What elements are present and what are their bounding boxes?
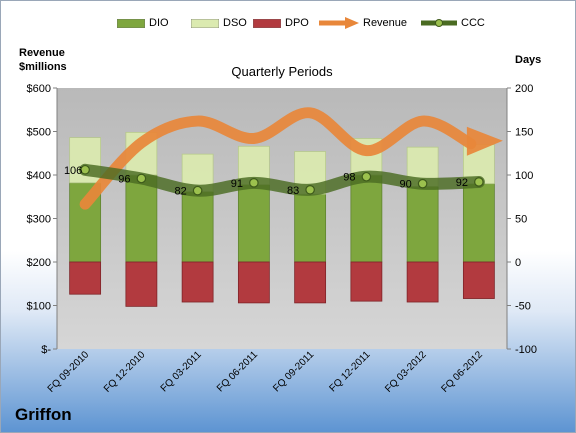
- left-tick-label: $500: [27, 127, 51, 139]
- legend-item-dio: DIO: [117, 17, 169, 29]
- right-tick-label: 50: [515, 214, 527, 226]
- legend-item-dso: DSO: [191, 17, 247, 29]
- legend-item-revenue: Revenue: [319, 17, 407, 29]
- ccc-point: [305, 184, 315, 195]
- ccc-point: [361, 171, 372, 182]
- dpo-bar: [294, 261, 327, 304]
- ccc-data-label: 96: [118, 173, 130, 185]
- ccc-data-label: 98: [343, 172, 355, 184]
- left-tick-label: $300: [27, 214, 51, 226]
- legend-symbol: [253, 18, 281, 28]
- left-tick-label: $100: [27, 301, 51, 313]
- revenue-line: [79, 107, 477, 210]
- dio-bar: [462, 183, 495, 263]
- left-tick-label: $400: [27, 170, 51, 182]
- right-tick-label: -50: [515, 301, 531, 313]
- legend-symbol: [319, 17, 359, 29]
- ccc-point: [417, 178, 428, 189]
- category-label: FQ 12-2010: [102, 349, 148, 395]
- ccc-data-label: 83: [287, 185, 299, 197]
- ccc-data-label: 82: [175, 186, 187, 198]
- dpo-bar: [406, 261, 439, 303]
- dpo-bar: [237, 261, 270, 304]
- dpo-bar: [69, 261, 102, 295]
- right-tick-label: 0: [515, 257, 521, 269]
- ccc-point: [80, 164, 90, 175]
- dpo-bar: [462, 261, 495, 299]
- legend-label: DSO: [223, 17, 247, 29]
- right-tick-label: 200: [515, 83, 533, 95]
- legend-symbol: [191, 18, 219, 28]
- company-name: Griffon: [15, 405, 72, 424]
- ccc-point: [249, 178, 259, 188]
- left-axis-label: Revenue $millions: [19, 47, 67, 73]
- dio-bar: [294, 193, 327, 263]
- category-label: FQ 09-2010: [46, 349, 92, 395]
- dpo-bar: [125, 261, 158, 307]
- right-tick-label: 100: [515, 170, 533, 182]
- dio-bar: [237, 184, 270, 263]
- dio-bar: [181, 191, 214, 263]
- right-tick-label: 150: [515, 127, 533, 139]
- left-tick-label: $200: [27, 257, 51, 269]
- legend-item-dpo: DPO: [253, 17, 309, 29]
- legend-label: DIO: [149, 17, 169, 29]
- right-tick-label: -100: [515, 344, 537, 356]
- ccc-data-label: 91: [231, 178, 243, 190]
- legend-symbol: [421, 19, 457, 27]
- dio-bar: [125, 174, 158, 263]
- ccc-data-label: 90: [400, 179, 412, 191]
- category-label: FQ 03-2012: [383, 349, 429, 395]
- dpo-bar: [181, 261, 214, 303]
- ccc-data-label: 92: [456, 177, 468, 189]
- category-label: FQ 06-2011: [215, 349, 260, 394]
- legend-label: Revenue: [363, 17, 408, 29]
- category-label: FQ 03-2011: [159, 349, 204, 394]
- dpo-bar: [350, 261, 383, 302]
- category-label: FQ 09-2011: [271, 349, 316, 394]
- ccc-data-label: 106: [64, 165, 82, 177]
- ccc-point: [136, 173, 147, 184]
- left-tick-label: $600: [27, 83, 51, 95]
- dio-bar: [406, 185, 439, 263]
- left-tick-label: $-: [41, 344, 51, 356]
- legend-item-ccc: CCC: [421, 17, 485, 29]
- chart-title: Quarterly Periods: [231, 64, 333, 79]
- legend-label: CCC: [461, 17, 485, 29]
- revenue-arrowhead: [466, 126, 503, 156]
- legend-label: DPO: [285, 17, 309, 29]
- dio-bar: [350, 174, 383, 263]
- legend-symbol: [117, 18, 145, 28]
- category-label: FQ 06-2012: [439, 349, 485, 395]
- ccc-point: [474, 177, 484, 187]
- category-label: FQ 12-2011: [328, 349, 373, 394]
- ccc-point: [192, 185, 203, 196]
- right-axis-label: Days: [515, 54, 542, 66]
